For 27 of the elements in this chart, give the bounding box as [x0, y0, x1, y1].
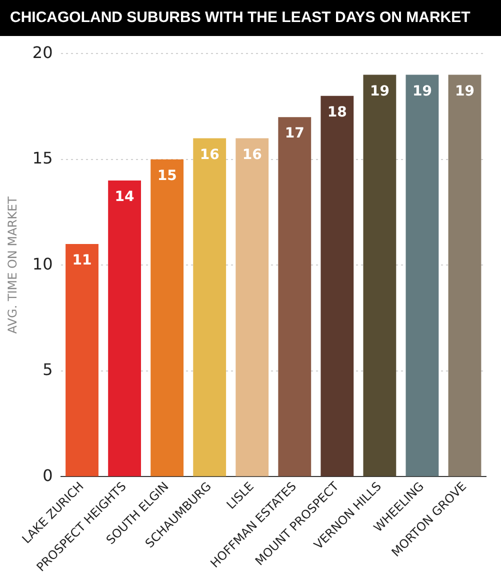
data-label: 17	[284, 126, 304, 142]
y-tick-label: 20	[32, 42, 53, 62]
y-tick-label: 15	[32, 148, 53, 168]
bar	[406, 74, 439, 476]
data-label: 19	[454, 83, 474, 100]
y-tick-label: 0	[42, 466, 53, 485]
bar	[108, 180, 142, 476]
y-tick-label: 5	[42, 360, 53, 380]
bar	[320, 96, 354, 476]
data-label: 19	[412, 83, 432, 100]
y-axis-title: AVG. TIME ON MARKET	[5, 196, 20, 334]
data-label: 18	[327, 104, 347, 121]
bar	[150, 159, 184, 476]
chart-title: CHICAGOLAND SUBURBS WITH THE LEAST DAYS ON MARKET	[0, 0, 501, 36]
data-label: 16	[242, 146, 262, 163]
bar	[66, 244, 98, 476]
data-label: 14	[114, 189, 135, 206]
bar	[236, 138, 269, 476]
bar	[363, 74, 396, 476]
bar	[278, 117, 312, 476]
bar	[193, 138, 226, 476]
data-label: 11	[72, 252, 92, 269]
data-label: 15	[157, 168, 177, 184]
bar	[448, 74, 482, 476]
data-label: 19	[370, 83, 390, 100]
y-tick-label: 10	[32, 254, 53, 274]
data-label: 16	[200, 146, 220, 163]
